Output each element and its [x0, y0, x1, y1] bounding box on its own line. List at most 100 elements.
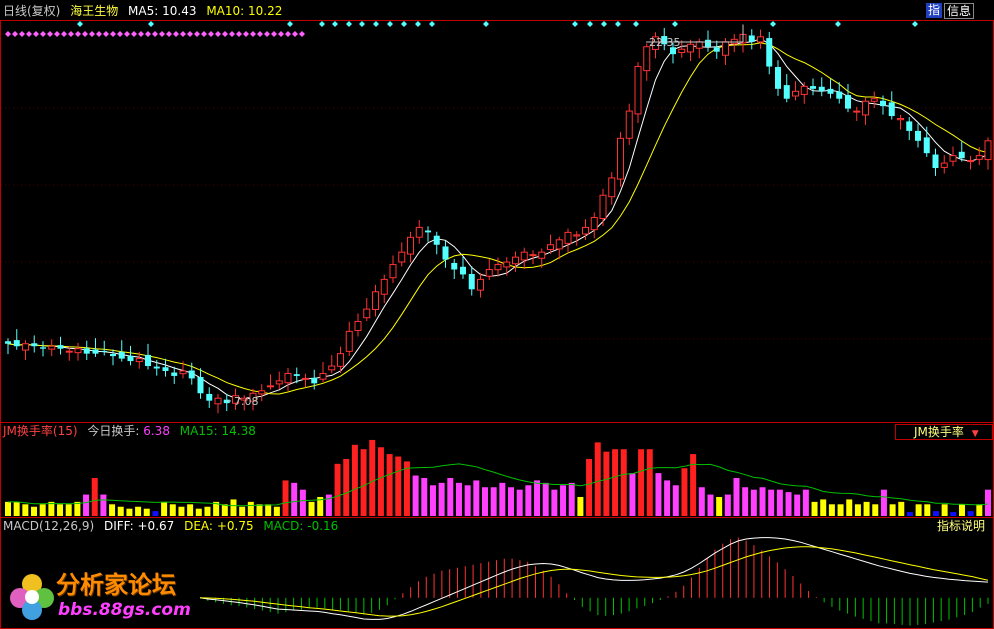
- candle-body: [468, 273, 475, 290]
- turnover-bar: [31, 506, 38, 516]
- turnover-ma15-line: [8, 463, 989, 507]
- signal-diamond: [229, 31, 235, 37]
- candle-body: [65, 350, 73, 353]
- ma10-value: 10.22: [248, 4, 283, 18]
- period-label[interactable]: 日线(复权): [3, 4, 61, 18]
- turnover-bar: [863, 501, 870, 516]
- watermark-title: 分析家论坛: [56, 571, 176, 599]
- candle-body: [179, 370, 187, 375]
- signal-diamond: [82, 31, 88, 37]
- signal-diamond: [117, 31, 123, 37]
- signal-diamond: [615, 21, 621, 27]
- watermark-url: bbs.88gs.com: [58, 600, 191, 620]
- macd-title[interactable]: MACD(12,26,9): [3, 519, 95, 533]
- candle-body: [792, 90, 799, 97]
- turnover-bar: [161, 501, 168, 516]
- turnover-bar: [421, 477, 428, 516]
- signal-diamond: [152, 31, 158, 37]
- low-price-label: 7.08: [234, 395, 259, 409]
- header-bar: 日线(复权) 海王生物 MA5: 10.43 MA10: 10.22: [3, 4, 282, 18]
- candle-body: [135, 358, 143, 363]
- candle-body: [451, 262, 458, 270]
- signal-diamond: [292, 31, 298, 37]
- signal-diamond: [131, 31, 137, 37]
- turnover-bar: [690, 454, 697, 516]
- turnover-bar: [551, 489, 558, 516]
- indicator-selector[interactable]: JM换手率 ▼: [895, 424, 993, 440]
- ma5-value: 10.43: [162, 4, 197, 18]
- candle-body: [214, 397, 222, 405]
- turnover-bar: [360, 449, 367, 516]
- signal-diamond: [415, 21, 421, 27]
- turnover-bar: [941, 504, 948, 516]
- turnover-bar: [872, 504, 879, 516]
- candle-body: [555, 239, 563, 250]
- signal-diamond: [166, 31, 172, 37]
- turnover-title[interactable]: JM换手率(15): [3, 424, 78, 438]
- signal-diamond: [33, 31, 39, 37]
- signal-diamond: [173, 31, 179, 37]
- candle-body: [958, 151, 965, 159]
- candle-body: [880, 100, 886, 107]
- turnover-bar: [438, 482, 445, 516]
- candle-body: [240, 397, 248, 401]
- candle-body: [967, 160, 974, 163]
- turnover-bar: [152, 511, 159, 516]
- turnover-bar: [629, 473, 636, 516]
- high-price-value: 22.35: [649, 36, 681, 49]
- turnover-bar: [716, 496, 723, 516]
- candle-body: [407, 236, 414, 255]
- signal-diamond: [319, 21, 325, 27]
- turnover-bar: [308, 501, 315, 516]
- turnover-bar: [247, 501, 254, 516]
- turnover-bar: [57, 504, 64, 516]
- candle-body: [503, 261, 511, 268]
- signal-diamond: [299, 31, 305, 37]
- candle-body: [520, 251, 528, 261]
- candle-body: [206, 393, 213, 401]
- turnover-today-label: 今日换手:: [87, 424, 140, 438]
- candle-body: [853, 110, 861, 113]
- turnover-bar: [854, 504, 861, 516]
- candle-body: [372, 291, 379, 311]
- turnover-bar: [317, 496, 324, 516]
- candle-body: [652, 36, 659, 50]
- candle-body: [975, 155, 983, 160]
- signal-diamonds: [5, 21, 918, 37]
- signal-diamond: [359, 21, 365, 27]
- signal-diamond: [835, 21, 841, 27]
- macd-diff-line: [199, 537, 989, 620]
- turnover-bar: [915, 504, 922, 516]
- turnover-bar: [369, 439, 376, 516]
- turnover-bar: [65, 504, 72, 516]
- signal-diamond: [145, 31, 151, 37]
- indicator-help-button[interactable]: 指标说明: [937, 519, 985, 533]
- candle-body: [118, 351, 125, 359]
- signal-diamond: [257, 31, 263, 37]
- info-button[interactable]: 信息: [944, 3, 975, 19]
- signal-diamond: [40, 31, 46, 37]
- low-price-value: 7.08: [234, 395, 259, 408]
- turnover-bar: [612, 449, 619, 516]
- turnover-bar: [534, 480, 541, 516]
- candle-body: [862, 100, 869, 116]
- candle-body: [398, 251, 406, 263]
- candle-body: [906, 121, 913, 131]
- turnover-bar: [672, 485, 679, 516]
- signal-diamond: [287, 21, 293, 27]
- turnover-bar: [256, 504, 263, 516]
- turnover-bar: [785, 492, 792, 516]
- indicator-button[interactable]: 指: [926, 3, 942, 18]
- turnover-bar: [967, 511, 974, 516]
- candle-body: [477, 278, 484, 291]
- candle-body: [275, 380, 283, 385]
- candle-body: [337, 353, 344, 367]
- turnover-bar: [83, 494, 90, 516]
- candle-body: [354, 320, 362, 332]
- turnover-bar: [299, 489, 306, 516]
- turnover-bar: [638, 449, 645, 516]
- candle-body: [127, 355, 134, 362]
- turnover-bar: [91, 477, 98, 516]
- turnover-bar: [195, 508, 202, 516]
